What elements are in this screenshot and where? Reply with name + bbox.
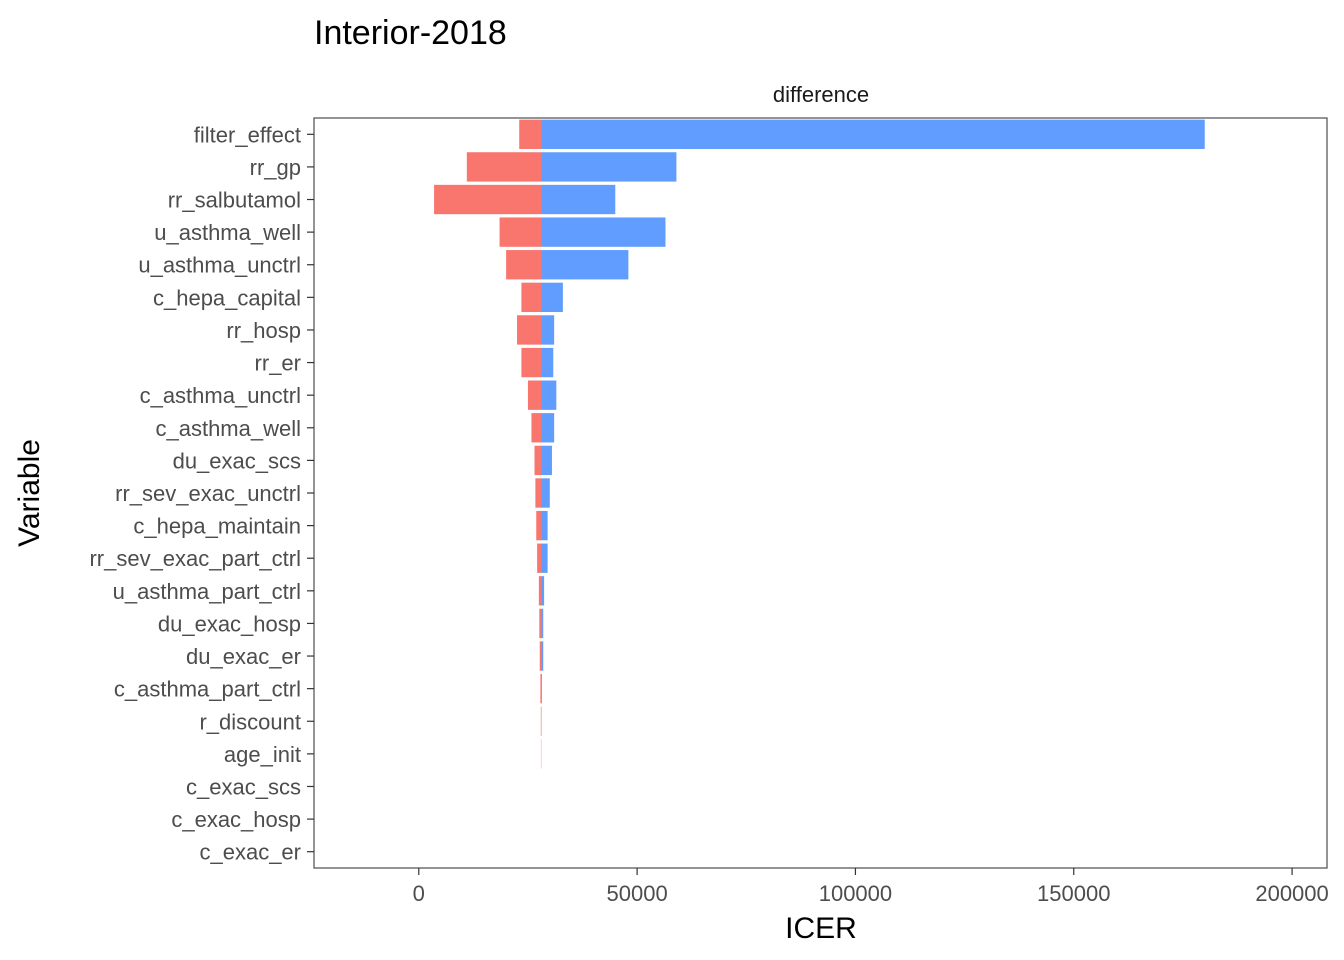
- y-tick-label: du_exac_scs: [173, 448, 301, 473]
- bar-high-rr_hosp: [541, 315, 555, 345]
- bar-low-filter_effect: [519, 119, 542, 149]
- y-tick-label: rr_salbutamol: [168, 188, 301, 213]
- bar-high-rr_er: [541, 347, 554, 378]
- bar-high-c_asthma_well: [541, 413, 555, 443]
- bar-high-u_asthma_unctrl: [541, 250, 629, 280]
- y-axis: filter_effect rr_gp rr_salbutamol u_asthma_…: [89, 122, 314, 865]
- y-tick-label: rr_sev_exac_unctrl: [115, 481, 301, 506]
- bar-low-c_asthma_unctrl: [527, 380, 542, 410]
- y-tick-label: c_exac_scs: [186, 774, 301, 799]
- bar-low-du_exac_scs: [534, 445, 542, 476]
- y-tick-label: c_asthma_unctrl: [140, 383, 301, 408]
- bar-high-rr_sev_exac_part_ctrl: [541, 543, 548, 573]
- bar-low-rr_hosp: [517, 315, 542, 345]
- x-tick-label: 200000: [1255, 881, 1328, 906]
- y-tick-label: rr_er: [255, 351, 301, 376]
- bar-low-du_exac_er: [539, 641, 542, 671]
- y-tick-label: c_asthma_part_ctrl: [114, 677, 301, 702]
- y-tick-label: rr_gp: [250, 155, 301, 180]
- y-tick-label: c_exac_hosp: [171, 807, 301, 832]
- bar-high-du_exac_hosp: [541, 608, 544, 639]
- x-axis-title: ICER: [785, 912, 857, 945]
- y-tick-label: age_init: [224, 742, 301, 767]
- bar-high-c_hepa_capital: [541, 282, 563, 313]
- bar-high-u_asthma_part_ctrl: [541, 576, 545, 606]
- x-tick-label: 150000: [1037, 881, 1110, 906]
- x-tick-label: 0: [413, 881, 425, 906]
- bar-low-rr_er: [521, 347, 542, 378]
- bar-low-c_hepa_capital: [521, 282, 542, 313]
- bars-group: [434, 119, 1205, 769]
- x-tick-label: 50000: [607, 881, 668, 906]
- y-tick-label: c_hepa_capital: [153, 285, 301, 310]
- bar-high-rr_gp: [541, 152, 677, 182]
- y-tick-label: filter_effect: [194, 122, 301, 147]
- bar-high-filter_effect: [541, 119, 1205, 149]
- y-tick-label: c_asthma_well: [155, 416, 301, 441]
- bar-low-du_exac_hosp: [539, 608, 542, 639]
- facet-strip-label: difference: [773, 82, 869, 107]
- bar-low-rr_sev_exac_unctrl: [535, 478, 542, 508]
- bar-high-c_asthma_part_ctrl: [541, 673, 542, 704]
- bar-low-rr_salbutamol: [434, 184, 542, 215]
- y-tick-label: rr_hosp: [226, 318, 301, 343]
- y-tick-label: u_asthma_part_ctrl: [113, 579, 301, 604]
- y-tick-label: u_asthma_unctrl: [138, 253, 301, 278]
- bar-high-rr_sev_exac_unctrl: [541, 478, 550, 508]
- bar-high-c_hepa_maintain: [541, 510, 548, 541]
- bar-low-u_asthma_well: [499, 217, 542, 247]
- bar-low-c_asthma_part_ctrl: [540, 673, 542, 704]
- bar-high-u_asthma_well: [541, 217, 666, 247]
- y-tick-label: u_asthma_well: [154, 220, 301, 245]
- chart-title: Interior-2018: [314, 14, 507, 52]
- y-tick-label: c_exac_er: [199, 840, 301, 865]
- bar-low-u_asthma_part_ctrl: [538, 576, 542, 606]
- y-axis-title: Variable: [13, 439, 46, 547]
- y-tick-label: c_hepa_maintain: [133, 514, 301, 539]
- bar-low-c_hepa_maintain: [536, 510, 542, 541]
- bar-low-u_asthma_unctrl: [506, 250, 542, 280]
- y-tick-label: r_discount: [199, 709, 301, 734]
- y-tick-label: du_exac_er: [186, 644, 301, 669]
- bar-high-rr_salbutamol: [541, 184, 616, 215]
- bar-low-c_asthma_well: [531, 413, 542, 443]
- bar-low-rr_gp: [466, 152, 542, 182]
- bar-high-c_asthma_unctrl: [541, 380, 557, 410]
- x-axis: 0 50000 100000 150000 200000: [413, 868, 1329, 906]
- bar-high-du_exac_scs: [541, 445, 552, 476]
- bar-high-du_exac_er: [541, 641, 544, 671]
- y-tick-label: rr_sev_exac_part_ctrl: [89, 546, 301, 571]
- y-tick-label: du_exac_hosp: [158, 611, 301, 636]
- bar-low-rr_sev_exac_part_ctrl: [537, 543, 542, 573]
- x-tick-label: 100000: [819, 881, 892, 906]
- plot-panel-border: [313, 117, 1328, 869]
